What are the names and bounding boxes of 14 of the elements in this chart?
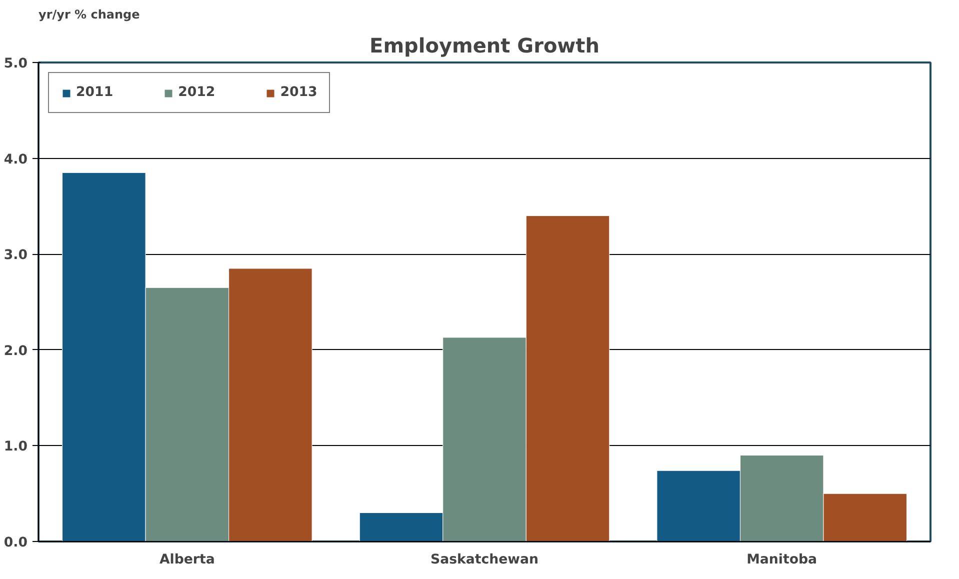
x-tick-label: Saskatchewan — [430, 552, 538, 568]
chart-title: Employment Growth — [370, 34, 600, 58]
y-tick-label: 0.0 — [4, 536, 28, 550]
y-tick-label: 2.0 — [4, 344, 28, 359]
y-tick-label: 4.0 — [4, 152, 28, 168]
legend-label: 2013 — [280, 85, 318, 100]
y-tick-label: 3.0 — [4, 248, 28, 264]
y-tick-label: 5.0 — [4, 56, 28, 72]
x-tick-label: Manitoba — [746, 552, 818, 568]
legend-label: 2012 — [178, 85, 216, 100]
y-axis-title: yr/yr % change — [38, 8, 140, 22]
y-tick-label: 1.0 — [4, 440, 28, 455]
legend-label: 2011 — [76, 85, 114, 100]
x-tick-label: Alberta — [159, 552, 215, 568]
